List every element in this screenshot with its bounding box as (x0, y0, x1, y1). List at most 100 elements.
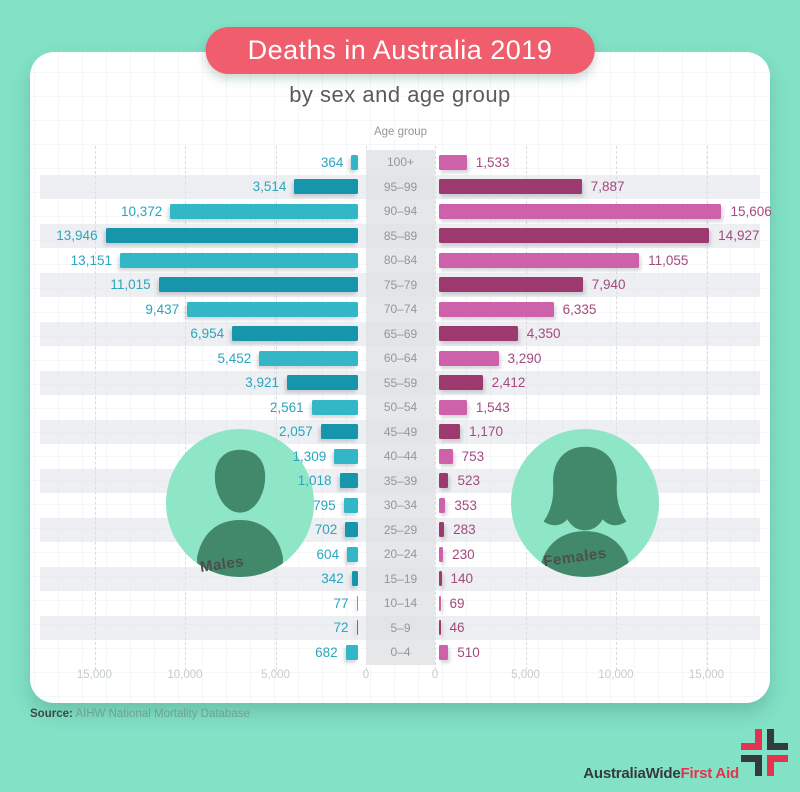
age-group-label: 0–4 (390, 645, 411, 660)
age-group-label: 45–49 (383, 424, 418, 439)
male-value-label: 5,452 (217, 350, 252, 366)
pyramid-row: 2,057 45–49 1,170 (40, 420, 760, 445)
female-bar (439, 350, 499, 366)
age-group-label: 60–64 (383, 351, 418, 366)
male-bar (320, 424, 358, 440)
female-bar (439, 620, 441, 636)
male-value-label: 342 (321, 571, 344, 587)
page-subtitle: by sex and age group (289, 82, 511, 107)
dashed-gridline (435, 146, 436, 670)
brand-name-part1: AustraliaWide (583, 765, 681, 782)
pyramid-row: 1,018 35–39 523 (40, 469, 760, 494)
age-group-label: 100+ (386, 155, 415, 170)
age-group-label: 35–39 (383, 473, 418, 488)
female-bar (439, 399, 467, 415)
male-value-label: 795 (313, 497, 336, 513)
age-group-label: 20–24 (383, 547, 418, 562)
male-bar (105, 228, 358, 244)
female-bar (439, 473, 449, 489)
dashed-gridline (706, 146, 708, 670)
source-prefix: Source: (30, 708, 73, 720)
female-bar (439, 252, 640, 268)
female-value-label: 6,335 (562, 301, 597, 317)
male-bar (339, 473, 358, 489)
x-axis-tick-label: 15,000 (688, 669, 725, 681)
pyramid-row: 10,372 90–94 15,606 (40, 199, 772, 224)
age-group-label: 10–14 (383, 596, 418, 611)
pyramid-row: 364 100+ 1,533 (40, 150, 760, 175)
pyramid-row: 13,151 80–84 11,055 (40, 248, 760, 273)
brand-name-part2: First Aid (680, 765, 740, 782)
age-group-label: 55–59 (383, 375, 418, 390)
male-bar (259, 350, 358, 366)
male-bar (356, 620, 358, 636)
age-group-label: 15–19 (383, 571, 418, 586)
female-value-label: 69 (449, 595, 465, 611)
male-bar (311, 399, 358, 415)
female-bar (439, 424, 461, 440)
male-bar (351, 154, 358, 170)
female-bar (439, 448, 453, 464)
cross-logo-icon (741, 729, 788, 776)
male-bar (119, 252, 358, 268)
row-stripe (40, 174, 760, 199)
brand-logo: AustraliaWideFirst Aid (583, 729, 788, 782)
female-bar (439, 644, 449, 660)
row-stripe (40, 370, 760, 395)
source-note: Source: AIHW National Mortality Database (30, 708, 250, 720)
male-value-label: 1,309 (292, 448, 327, 464)
x-axis-tick-label: 10,000 (598, 669, 634, 681)
age-group-label: 40–44 (383, 449, 418, 464)
age-group-label: 65–69 (383, 326, 418, 341)
female-value-label: 1,543 (475, 399, 510, 415)
male-value-label: 72 (333, 620, 349, 636)
female-bar (439, 277, 583, 293)
male-value-label: 1,018 (297, 473, 332, 489)
age-group-label: 75–79 (383, 277, 418, 292)
pyramid-row: 1,309 40–44 753 (40, 444, 760, 469)
x-axis-tick-label: 5,000 (511, 669, 540, 681)
male-bar (187, 301, 358, 317)
female-bar (439, 571, 442, 587)
female-avatar (511, 429, 659, 577)
female-value-label: 4,350 (526, 326, 561, 342)
age-group-label: 80–84 (383, 253, 418, 268)
female-silhouette-icon (543, 446, 627, 531)
female-value-label: 1,533 (475, 154, 510, 170)
pyramid-row: 6,954 65–69 4,350 (40, 322, 760, 347)
male-value-label: 11,015 (110, 277, 151, 293)
row-stripe (40, 321, 760, 346)
age-group-label: 5–9 (390, 620, 411, 635)
row-stripe (40, 566, 760, 591)
male-value-label: 77 (333, 595, 349, 611)
male-value-label: 682 (315, 644, 338, 660)
age-group-label: 50–54 (383, 400, 418, 415)
dashed-gridline (275, 146, 277, 670)
pyramid-row: 682 0–4 510 (40, 640, 760, 665)
female-value-label: 140 (450, 571, 474, 587)
pyramid-row: 72 5–9 46 (40, 616, 760, 641)
age-axis-title: Age group (373, 126, 428, 138)
female-bar (439, 595, 441, 611)
male-bar (345, 644, 358, 660)
female-bar (439, 228, 710, 244)
pyramid-row: 702 25–29 283 (40, 518, 760, 543)
pyramid-row: 11,015 75–79 7,940 (40, 273, 760, 298)
male-bar (334, 448, 358, 464)
female-value-label: 2,412 (491, 375, 526, 391)
brand-logo-text: AustraliaWideFirst Aid (583, 765, 739, 782)
female-value-label: 7,940 (591, 277, 626, 293)
female-value-label: 1,170 (469, 424, 503, 440)
x-axis-ticks: 15,000 10,000 5,000 0 0 5,000 10,000 15,000 (40, 150, 760, 690)
male-value-label: 604 (316, 546, 340, 562)
male-value-label: 6,954 (190, 326, 225, 342)
male-value-label: 2,057 (278, 424, 313, 440)
age-group-label: 70–74 (383, 302, 418, 317)
female-value-label: 523 (457, 473, 480, 489)
x-axis-tick-label: 0 (431, 669, 439, 681)
male-bar (347, 546, 358, 562)
source-text: AIHW National Mortality Database (75, 708, 250, 720)
male-bar (170, 203, 358, 219)
x-axis-tick-label: 10,000 (167, 669, 203, 681)
male-value-label: 10,372 (120, 203, 163, 219)
